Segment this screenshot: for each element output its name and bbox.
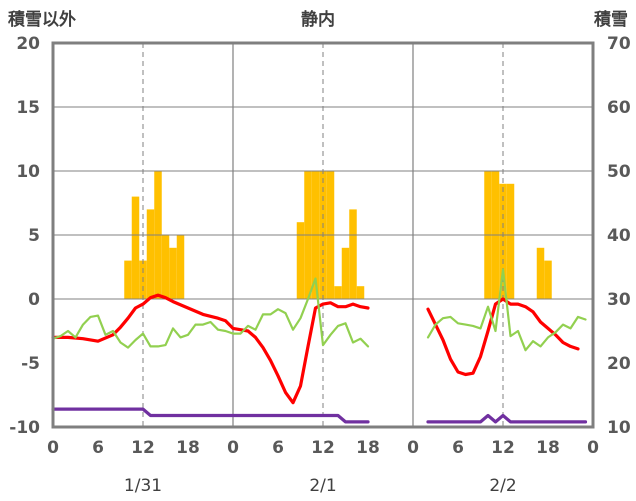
snow-bar	[169, 247, 177, 299]
x-tick-label: 12	[131, 438, 155, 458]
grid-lines	[53, 43, 593, 427]
snow-bar	[349, 209, 357, 299]
snow-bar	[506, 183, 515, 299]
left-tick-label: -5	[21, 354, 40, 374]
right-y-ticks: 70 60 50 40 30 20 10	[607, 34, 631, 438]
snow-bar	[536, 247, 545, 299]
snow-bar	[296, 222, 305, 299]
x-tick-label: 6	[452, 438, 464, 458]
date-label: 2/1	[309, 476, 336, 496]
purple-series-line	[426, 413, 588, 424]
x-tick-label: 18	[356, 438, 380, 458]
right-tick-label: 10	[607, 418, 631, 438]
snow-bar	[334, 286, 342, 299]
red-series-line	[51, 293, 370, 405]
right-axis-title: 積雪	[594, 9, 628, 30]
green-series-line	[51, 277, 370, 349]
left-tick-label: 20	[16, 34, 40, 54]
left-tick-label: 5	[28, 226, 40, 246]
plot-frame	[51, 41, 595, 429]
snow-bar	[146, 209, 155, 299]
x-tick-label: 0	[587, 438, 599, 458]
series-lines	[51, 268, 588, 424]
x-tick-label: 12	[491, 438, 515, 458]
right-tick-label: 50	[607, 162, 631, 182]
snow-bar	[341, 247, 350, 299]
x-tick-label: 6	[272, 438, 284, 458]
x-tick-label: 0	[407, 438, 419, 458]
date-label: 2/2	[489, 476, 516, 496]
snow-bar	[131, 196, 140, 299]
red-series-line	[426, 297, 580, 377]
x-tick-label: 0	[47, 438, 59, 458]
left-y-ticks: 20 15 10 5 0 -5 -10	[9, 34, 40, 438]
x-tick-label: 0	[227, 438, 239, 458]
x-ticks: 0 6 12 18 0 6 12 18 0 6 12 18 0	[47, 438, 599, 458]
left-axis-title: 積雪以外	[8, 9, 76, 30]
left-tick-label: 15	[16, 98, 40, 118]
right-tick-label: 60	[607, 98, 631, 118]
snow-bar	[544, 260, 552, 299]
x-tick-label: 12	[311, 438, 335, 458]
snow-bar	[176, 235, 185, 299]
purple-series-line	[51, 407, 370, 424]
right-tick-label: 70	[607, 34, 631, 54]
snow-bar	[356, 286, 365, 299]
chart-title: 静内	[301, 9, 335, 30]
right-tick-label: 30	[607, 290, 631, 310]
left-tick-label: 10	[16, 162, 40, 182]
snow-bar	[161, 235, 170, 299]
date-labels: 1/31 2/1 2/2	[124, 476, 517, 496]
left-tick-label: 0	[28, 290, 40, 310]
x-tick-label: 6	[92, 438, 104, 458]
green-series-line	[426, 268, 587, 352]
snow-bar	[124, 260, 132, 299]
x-tick-label: 18	[176, 438, 200, 458]
left-tick-label: -10	[9, 418, 40, 438]
right-tick-label: 40	[607, 226, 631, 246]
plot-border	[51, 41, 595, 429]
date-label: 1/31	[124, 476, 162, 496]
right-tick-label: 20	[607, 354, 631, 374]
x-tick-label: 18	[536, 438, 560, 458]
